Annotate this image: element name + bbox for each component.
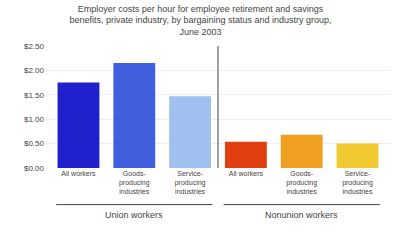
svg-text:Employer costs per hour for em: Employer costs per hour for employee ret… — [70, 4, 332, 37]
svg-text:Goods-producingindustries: Goods-producingindustries — [119, 170, 150, 195]
svg-text:Goods-producingindustries: Goods-producingindustries — [286, 170, 317, 195]
svg-text:$1.50: $1.50 — [24, 91, 45, 100]
svg-text:$0.00: $0.00 — [24, 164, 45, 173]
svg-text:$0.50: $0.50 — [24, 139, 45, 148]
svg-text:All workers: All workers — [229, 170, 264, 177]
svg-text:$1.00: $1.00 — [24, 115, 45, 124]
svg-text:$2.50: $2.50 — [24, 42, 45, 51]
svg-text:Nonunion workers: Nonunion workers — [265, 210, 338, 220]
svg-text:$2.00: $2.00 — [24, 66, 45, 75]
svg-text:Union workers: Union workers — [105, 210, 163, 220]
svg-text:Service-producingindustries: Service-producingindustries — [175, 170, 206, 195]
svg-text:Service-producingindustries: Service-producingindustries — [342, 170, 373, 195]
svg-text:All workers: All workers — [61, 170, 96, 177]
